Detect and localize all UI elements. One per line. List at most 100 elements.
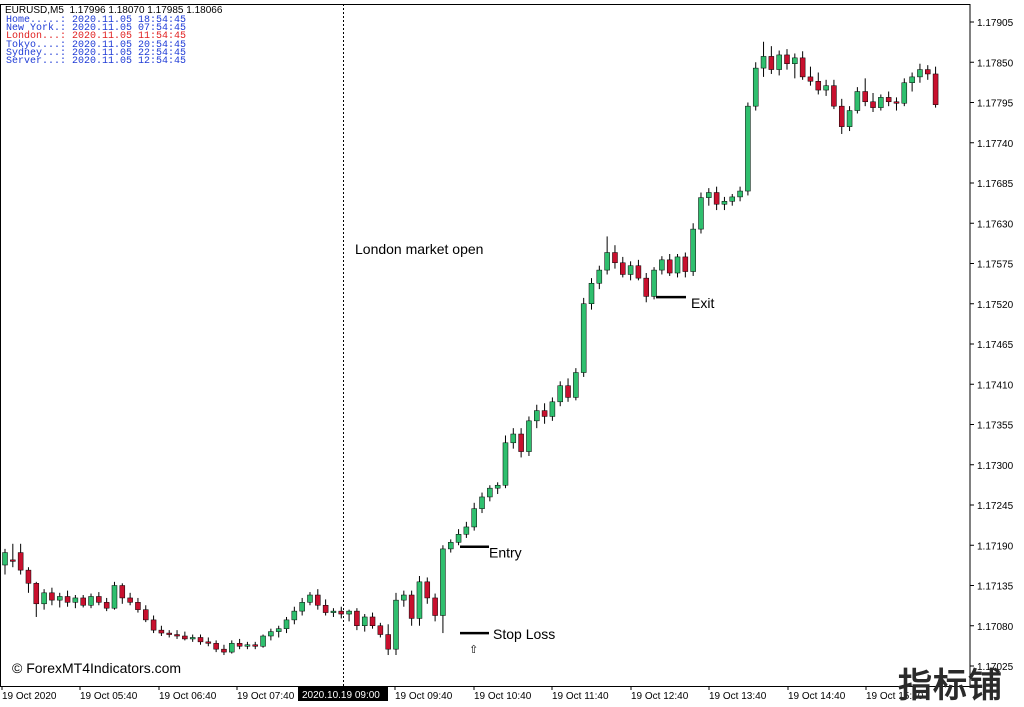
candle-body xyxy=(870,101,876,108)
candle xyxy=(213,640,219,653)
candle-body xyxy=(588,283,595,305)
candle xyxy=(580,297,587,377)
clock-label: London...: xyxy=(6,31,73,43)
candle xyxy=(588,278,595,310)
candle-body xyxy=(33,583,40,605)
candle-body xyxy=(64,596,71,603)
clock-time: 2020.11.05 22:54:45 xyxy=(72,47,187,59)
candle-body xyxy=(424,581,431,599)
crosshair-time-badge xyxy=(298,687,388,701)
candle-body xyxy=(878,97,884,108)
candle xyxy=(541,403,548,424)
y-tick-label: 1.17135 xyxy=(977,582,1014,593)
candle xyxy=(322,599,329,616)
candle-body xyxy=(682,256,689,272)
candle-body xyxy=(784,54,790,64)
candle xyxy=(33,581,40,617)
candle xyxy=(502,435,509,489)
candle-body xyxy=(315,594,321,606)
x-tick-label: 19 Oct 14:40 xyxy=(788,691,846,702)
candle xyxy=(823,79,829,96)
clock-label: Home.....: xyxy=(6,15,73,26)
candle-body xyxy=(565,385,571,398)
candle-body xyxy=(463,526,470,535)
candle xyxy=(807,66,814,86)
candle-body xyxy=(56,596,63,601)
candle-body xyxy=(627,265,634,275)
candle-body xyxy=(760,56,767,69)
candle xyxy=(620,256,626,278)
candle xyxy=(236,638,243,650)
candle-body xyxy=(291,610,298,621)
clock-row: Sydney...: 2020.11.05 22:54:45 xyxy=(6,47,187,59)
candle-body xyxy=(96,596,102,603)
candle-body xyxy=(815,81,822,91)
candle-body xyxy=(401,594,407,601)
candle xyxy=(455,529,462,546)
candle-body xyxy=(103,602,110,609)
y-tick-label: 1.17190 xyxy=(977,541,1014,552)
candle xyxy=(510,428,517,449)
candle-body xyxy=(698,197,704,230)
candle xyxy=(41,589,47,610)
candle xyxy=(338,606,345,619)
exit-annotation: Exit xyxy=(691,295,714,311)
candle xyxy=(189,634,196,642)
candle-body xyxy=(862,91,868,103)
candle-body xyxy=(799,57,806,78)
candle-body xyxy=(393,599,399,650)
candle xyxy=(143,605,149,623)
candle xyxy=(17,543,24,575)
clock-time: 2020.11.05 07:54:45 xyxy=(72,23,187,35)
candle-body xyxy=(596,269,603,284)
candle xyxy=(917,63,923,83)
candle xyxy=(729,193,736,206)
candle xyxy=(283,616,290,634)
candle xyxy=(666,253,673,276)
candle-body xyxy=(283,619,290,629)
y-tick-label: 1.17520 xyxy=(977,300,1014,311)
candle-body xyxy=(534,410,540,422)
candle xyxy=(854,87,861,114)
candle-body xyxy=(823,85,829,91)
candle xyxy=(862,78,868,107)
candle-body xyxy=(189,637,196,640)
clock-row: Home.....: 2020.11.05 18:54:45 xyxy=(6,15,186,26)
candle xyxy=(752,62,759,111)
candle-body xyxy=(518,433,524,452)
candle-body xyxy=(330,610,337,613)
candle-body xyxy=(135,602,141,610)
candle xyxy=(651,267,657,300)
candle xyxy=(596,265,603,290)
candle-body xyxy=(706,192,712,198)
candle-body xyxy=(745,105,751,192)
candle xyxy=(432,593,438,622)
axes: 1.17905 1.17850 1.17795 1.17740 1.17685 1.176… xyxy=(0,4,1014,702)
candle xyxy=(471,502,477,531)
candle xyxy=(103,597,110,612)
candle xyxy=(174,630,180,639)
candle xyxy=(447,539,454,553)
candle xyxy=(369,612,376,629)
candle-body xyxy=(25,569,32,584)
candle xyxy=(299,597,305,616)
candle xyxy=(463,521,470,538)
candle xyxy=(698,192,704,234)
candle-body xyxy=(2,552,8,566)
candle xyxy=(2,548,8,575)
candle-body xyxy=(221,648,227,653)
candle-body xyxy=(408,594,415,619)
candle-body xyxy=(260,635,266,647)
candle-body xyxy=(205,641,212,644)
candle xyxy=(10,543,16,568)
candle xyxy=(557,381,563,407)
candle xyxy=(111,581,118,610)
entry-annotation: Entry xyxy=(489,545,522,561)
crosshair-time-label: 2020.10.19 09:00 xyxy=(302,690,380,701)
candles xyxy=(2,41,939,656)
candle-body xyxy=(197,637,204,643)
candle-body xyxy=(88,596,94,606)
candle-body xyxy=(635,265,642,279)
candle xyxy=(494,482,501,495)
